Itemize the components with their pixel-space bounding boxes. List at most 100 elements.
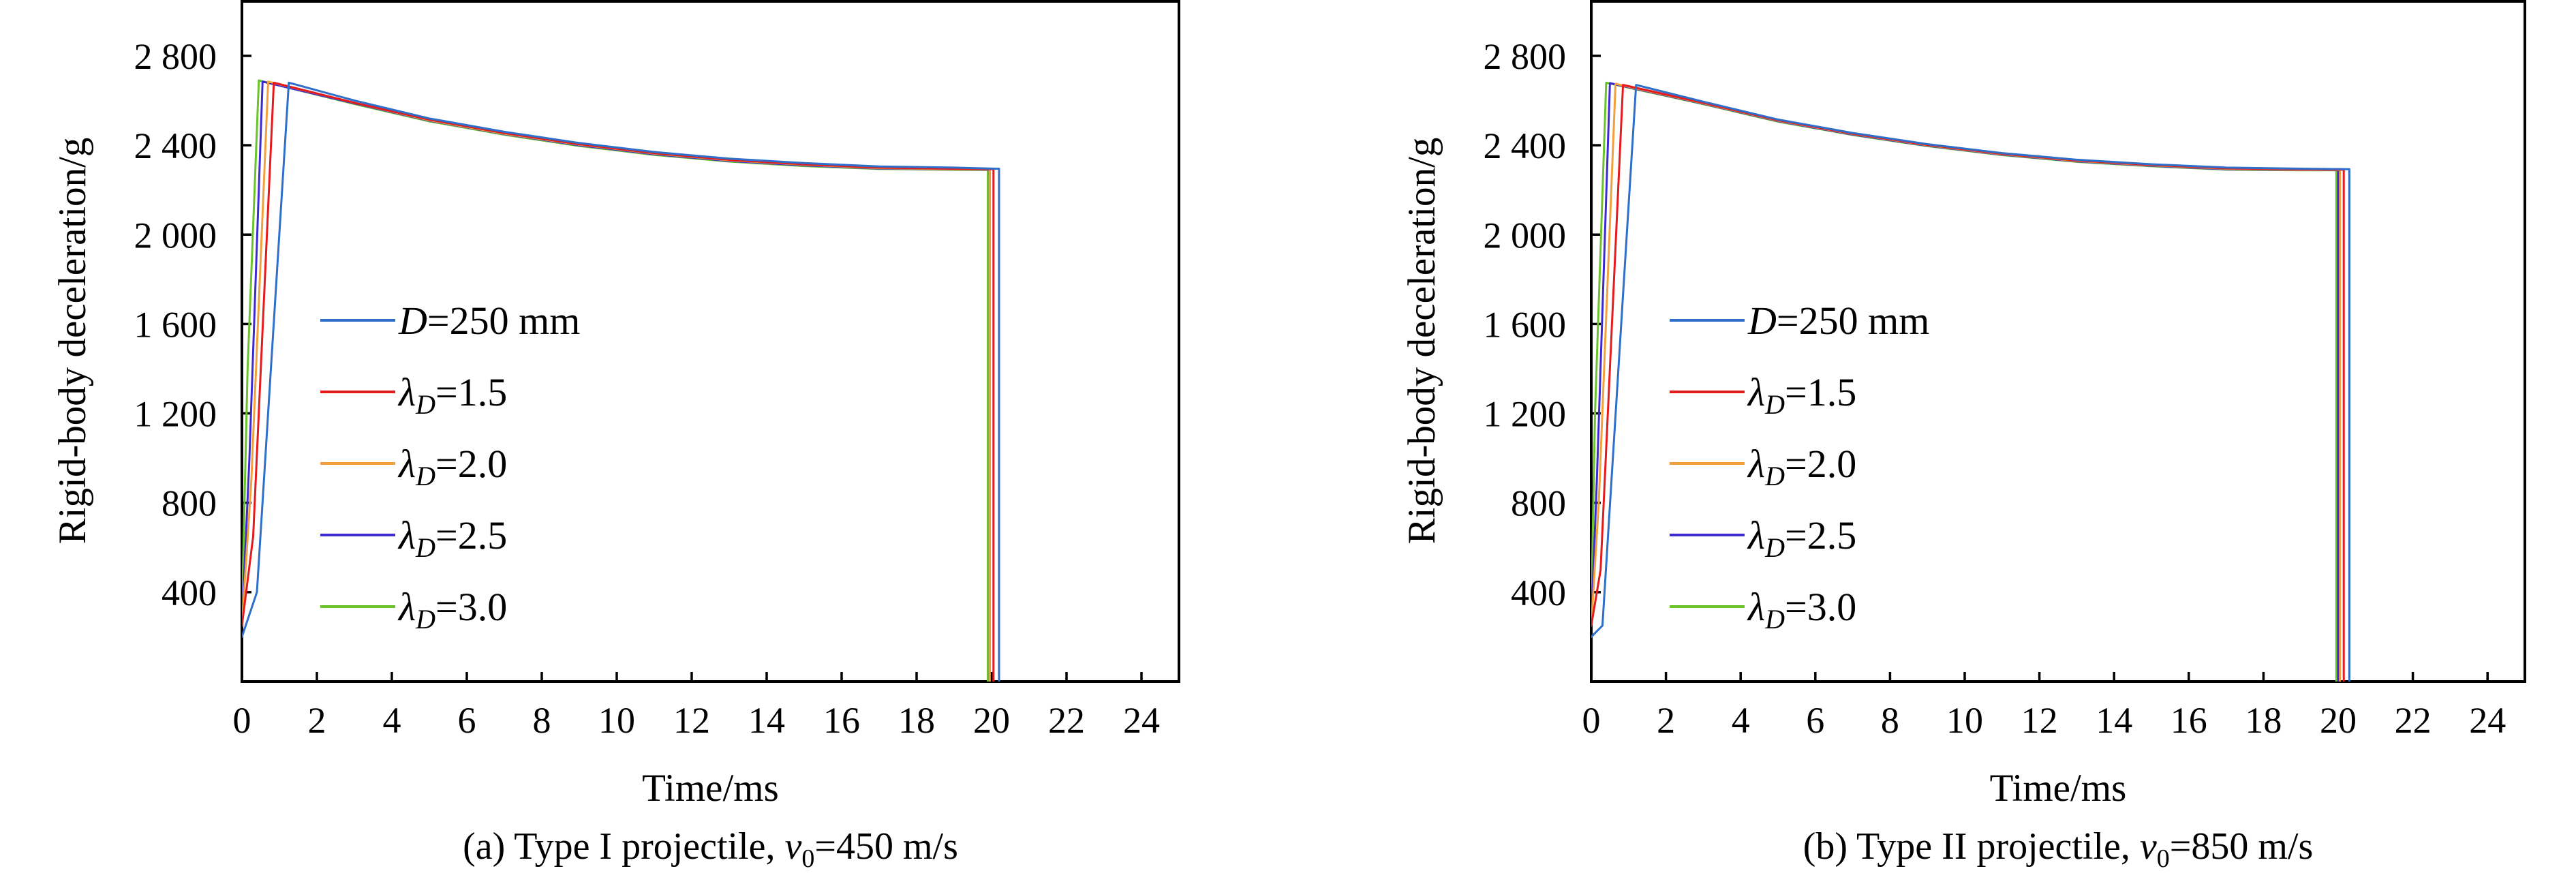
legend-symbol: λ (397, 370, 416, 414)
caption-suffix: =450 m/s (814, 825, 958, 868)
panel-b-series-line (1591, 82, 2342, 682)
panel-b-caption: (b) Type II projectile, v0=850 m/s (1803, 825, 2314, 873)
panel-b-series-line (1591, 81, 2337, 682)
panel-a-series-line (242, 80, 991, 682)
caption-variable-subscript: 0 (2157, 844, 2170, 873)
panel-b-y-tick-label: 1 200 (1484, 394, 1567, 435)
panel-a-x-tick-label: 2 (308, 700, 326, 741)
legend-value: =250 mm (427, 299, 580, 343)
panel-a-legend-label: D=250 mm (398, 299, 580, 343)
caption-prefix: (b) Type II projectile, (1803, 825, 2140, 868)
panel-a-x-tick-label: 24 (1123, 700, 1160, 741)
panel-b-x-axis-title: Time/ms (1990, 767, 2127, 810)
legend-symbol: λ (397, 442, 416, 486)
panel-a-caption: (a) Type I projectile, v0=450 m/s (463, 825, 958, 873)
panel-a-x-tick-label: 12 (673, 700, 710, 741)
panel-b-y-axis-title: Rigid-body deceleration/g (1400, 138, 1443, 545)
panel-b-x-tick-label: 12 (2021, 700, 2058, 741)
panel-b-x-tick-label: 22 (2395, 700, 2432, 741)
legend-subscript: D (415, 389, 435, 420)
panel-b-series-line (1591, 84, 2345, 682)
caption-variable: v (2140, 825, 2157, 868)
panel-a-series-line (242, 81, 995, 682)
legend-subscript: D (1764, 389, 1785, 420)
panel-a-legend-label: λD=2.0 (397, 442, 507, 491)
panel-b-y-tick-label: 2 400 (1484, 125, 1567, 166)
panel-b-y-tick-label: 2 000 (1484, 215, 1567, 256)
panel-a-x-tick-label: 22 (1048, 700, 1085, 741)
panel-b-series-line (1591, 84, 2350, 682)
panel-b-series-group (1591, 81, 2350, 682)
legend-value: =3.0 (1785, 585, 1856, 629)
panel-a-y-tick-label: 2 800 (134, 36, 217, 77)
panel-b-x-tick-label: 14 (2096, 700, 2132, 741)
panel-b-series-line (1591, 82, 2340, 682)
panel-b-legend-label: λD=2.5 (1747, 513, 1856, 563)
legend-symbol: λ (1747, 442, 1765, 486)
legend-value: =3.0 (435, 585, 507, 629)
panel-b-x-tick-label: 8 (1881, 700, 1899, 741)
panel-b-x-tick-label: 16 (2171, 700, 2207, 741)
caption-suffix: =850 m/s (2170, 825, 2314, 868)
panel-b-y-tick-label: 400 (1511, 572, 1566, 613)
panel-a-legend-label: λD=3.0 (397, 585, 507, 635)
panel-b-x-tick-label: 20 (2320, 700, 2357, 741)
legend-value: =1.5 (435, 370, 507, 414)
legend-symbol: D (398, 299, 427, 343)
panel-b-x-tick-label: 0 (1582, 700, 1601, 741)
legend-symbol: λ (397, 585, 416, 629)
panel-b-legend-label: D=250 mm (1747, 299, 1929, 343)
panel-b-legend-label: λD=3.0 (1747, 585, 1856, 635)
panel-b-x-tick-label: 6 (1806, 700, 1824, 741)
legend-value: =250 mm (1777, 299, 1929, 343)
panel-a-x-tick-label: 4 (383, 700, 401, 741)
panel-a-x-tick-label: 14 (748, 700, 785, 741)
panel-a-x-tick-label: 18 (898, 700, 935, 741)
panel-a-x-tick-label: 20 (973, 700, 1010, 741)
panel-a-y-tick-label: 2 400 (134, 125, 217, 166)
panel-b-legend-label: λD=2.0 (1747, 442, 1856, 491)
legend-value: =2.5 (435, 513, 507, 557)
panel-a-series-group (242, 79, 1000, 682)
panel-a-x-tick-label: 16 (823, 700, 860, 741)
legend-subscript: D (1764, 532, 1785, 563)
panel-a-x-tick-label: 0 (233, 700, 251, 741)
panel-a-series-line (242, 81, 1000, 682)
legend-symbol: D (1747, 299, 1777, 343)
panel-b-y-tick-label: 2 800 (1484, 36, 1567, 77)
panel-a-y-tick-label: 1 200 (134, 394, 217, 435)
panel-a-legend-label: λD=1.5 (397, 370, 507, 420)
panel-a-y-tick-label: 2 000 (134, 215, 217, 256)
panel-a-x-axis-title: Time/ms (642, 767, 779, 810)
panel-a-x-tick-label: 10 (598, 700, 635, 741)
panel-b-x-tick-label: 4 (1732, 700, 1750, 741)
legend-symbol: λ (1747, 370, 1765, 414)
panel-a-series-line (242, 80, 991, 682)
panel-b-legend-label: λD=1.5 (1747, 370, 1856, 420)
legend-symbol: λ (1747, 513, 1765, 557)
legend-subscript: D (415, 532, 435, 563)
panel-b-x-tick-label: 18 (2245, 700, 2282, 741)
legend-subscript: D (415, 461, 435, 491)
panel-a-plot-frame (241, 0, 1180, 683)
panel-a-y-tick-label: 800 (162, 483, 217, 524)
caption-variable-subscript: 0 (801, 844, 814, 873)
panel-a-legend-label: λD=2.5 (397, 513, 507, 563)
legend-value: =2.5 (1785, 513, 1856, 557)
panel-a-y-axis-title: Rigid-body deceleration/g (51, 138, 94, 545)
caption-prefix: (a) Type I projectile, (463, 825, 784, 868)
panel-a-series-line (242, 79, 989, 682)
legend-subscript: D (1764, 461, 1785, 491)
legend-symbol: λ (1747, 585, 1765, 629)
panel-b-x-tick-label: 2 (1657, 700, 1675, 741)
legend-subscript: D (1764, 604, 1785, 635)
caption-variable: v (785, 825, 802, 868)
legend-subscript: D (415, 604, 435, 635)
panel-b-y-tick-label: 1 600 (1484, 304, 1567, 345)
panel-b-x-tick-label: 10 (1946, 700, 1983, 741)
panel-b-plot-frame (1590, 0, 2526, 683)
